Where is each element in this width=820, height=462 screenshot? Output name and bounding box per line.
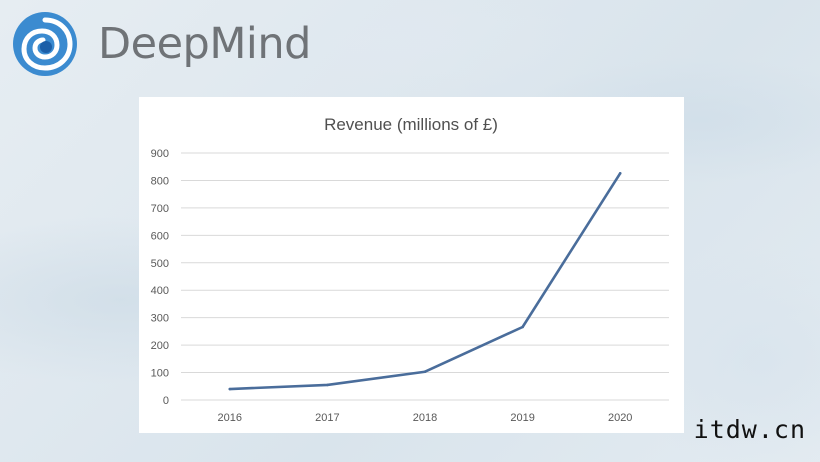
chart-svg: Revenue (millions of £) 0 100 200 300 400 500… <box>151 115 669 424</box>
y-tick-label: 0 <box>163 395 169 407</box>
y-tick-label: 400 <box>151 285 169 297</box>
y-tick-label: 500 <box>151 258 169 270</box>
data-point-2018 <box>423 370 427 374</box>
x-tick-label: 2016 <box>218 412 242 424</box>
watermark-text: itdw.cn <box>693 415 806 444</box>
data-point-2019 <box>521 325 524 329</box>
x-axis-ticks: 2016 2017 2018 2019 2020 <box>218 412 633 424</box>
y-tick-label: 100 <box>151 368 169 380</box>
data-point-2016 <box>228 387 232 391</box>
y-tick-label: 900 <box>151 148 169 160</box>
data-point-2020 <box>618 172 622 175</box>
x-tick-label: 2020 <box>608 412 632 424</box>
x-tick-label: 2019 <box>510 412 534 424</box>
deepmind-swirl-icon <box>13 12 77 76</box>
chart-title: Revenue (millions of £) <box>324 115 498 134</box>
x-tick-label: 2017 <box>315 412 339 424</box>
data-point-2017 <box>326 383 329 387</box>
y-tick-label: 600 <box>151 230 169 242</box>
logo-wordmark: DeepMind <box>98 19 311 69</box>
y-tick-label: 300 <box>151 313 169 325</box>
deepmind-logo: DeepMind <box>12 10 311 78</box>
y-tick-label: 800 <box>151 175 169 187</box>
y-axis-ticks: 0 100 200 300 400 500 600 700 800 900 <box>151 148 169 407</box>
gridlines <box>181 152 669 401</box>
revenue-chart: Revenue (millions of £) 0 100 200 300 400 500… <box>139 97 684 433</box>
y-tick-label: 200 <box>151 340 169 352</box>
series-group <box>228 172 622 391</box>
revenue-series-line <box>228 172 622 391</box>
y-tick-label: 700 <box>151 203 169 215</box>
x-tick-label: 2018 <box>413 412 437 424</box>
